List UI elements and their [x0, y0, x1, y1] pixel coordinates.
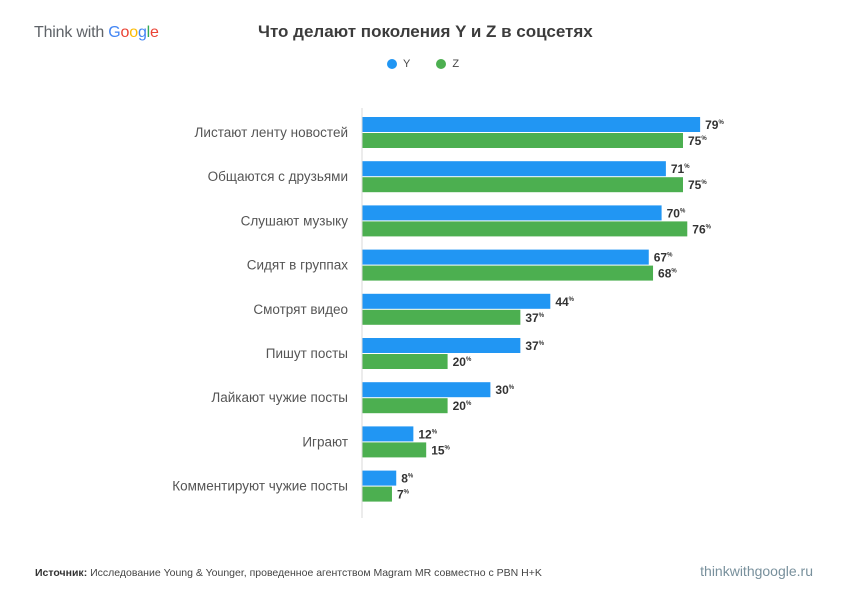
- legend-item-z: Z: [436, 58, 459, 70]
- bar-y: [362, 293, 551, 309]
- category-label: Сидят в группах: [247, 258, 348, 273]
- bar-z: [362, 486, 392, 502]
- bar-z: [362, 177, 683, 193]
- value-label: 71%: [671, 162, 690, 176]
- bar-y: [362, 161, 666, 177]
- value-label: 8%: [401, 472, 414, 486]
- category-label: Пишут посты: [266, 346, 348, 361]
- logo-letter: e: [150, 24, 159, 41]
- source-label: Источник:: [35, 567, 88, 579]
- logo-letter: o: [120, 24, 130, 41]
- legend-dot-z-icon: [436, 59, 447, 69]
- value-label: 76%: [692, 222, 711, 236]
- value-label: 30%: [495, 383, 514, 397]
- category-label: Лайкают чужие посты: [211, 390, 348, 405]
- bar-y: [362, 470, 397, 486]
- value-label: 15%: [431, 443, 450, 457]
- category-label: Слушают музыку: [241, 213, 349, 228]
- logo-letter: o: [129, 24, 138, 41]
- legend-label-y: Y: [403, 58, 411, 70]
- category-label: Играют: [302, 434, 348, 449]
- value-label: 70%: [667, 206, 686, 220]
- bar-y: [362, 382, 491, 398]
- logo-letter: g: [137, 24, 147, 41]
- chart-legend: Y Z: [387, 58, 459, 70]
- bar-y: [362, 249, 649, 265]
- bar-z: [362, 309, 521, 325]
- value-label: 75%: [688, 178, 707, 192]
- bar-z: [362, 265, 654, 281]
- source-note: Источник: Исследование Young & Younger, …: [35, 567, 542, 579]
- bar-y: [362, 205, 662, 221]
- site-link[interactable]: thinkwithgoogle.ru: [700, 563, 813, 579]
- category-label: Листают ленту новостей: [195, 125, 348, 140]
- category-label: Комментируют чужие посты: [172, 479, 348, 494]
- bar-z: [362, 354, 448, 369]
- bar-z: [362, 442, 427, 458]
- bar-y: [362, 426, 414, 442]
- value-label: 7%: [397, 488, 410, 502]
- value-label: 12%: [418, 427, 437, 441]
- legend-label-z: Z: [452, 58, 460, 70]
- value-label: 37%: [525, 311, 544, 325]
- bar-y: [362, 338, 521, 353]
- logo-letter: G: [108, 24, 121, 41]
- source-text: Исследование Young & Younger, проведенно…: [87, 567, 542, 579]
- bar-z: [362, 398, 448, 414]
- bar-z: [362, 221, 688, 237]
- chart-title: Что делают поколения Y и Z в соцсетях: [258, 22, 593, 41]
- bar-z: [362, 133, 683, 148]
- category-label: Общаются с друзьями: [208, 169, 348, 184]
- value-label: 67%: [654, 251, 673, 265]
- logo-google-word: Google: [108, 24, 159, 41]
- value-label: 44%: [555, 295, 574, 309]
- category-label: Смотрят видео: [253, 302, 348, 317]
- value-label: 79%: [705, 118, 724, 132]
- value-label: 68%: [658, 267, 677, 281]
- value-label: 20%: [453, 399, 472, 413]
- value-label: 37%: [525, 339, 544, 353]
- think-with-google-logo: Think with Google: [34, 24, 159, 42]
- logo-prefix: Think with: [34, 24, 109, 41]
- bar-y: [362, 117, 701, 132]
- value-label: 75%: [688, 134, 707, 148]
- legend-dot-y-icon: [387, 59, 397, 69]
- logo-letter: l: [146, 24, 151, 41]
- legend-item-y: Y: [387, 58, 410, 70]
- value-label: 20%: [453, 355, 472, 369]
